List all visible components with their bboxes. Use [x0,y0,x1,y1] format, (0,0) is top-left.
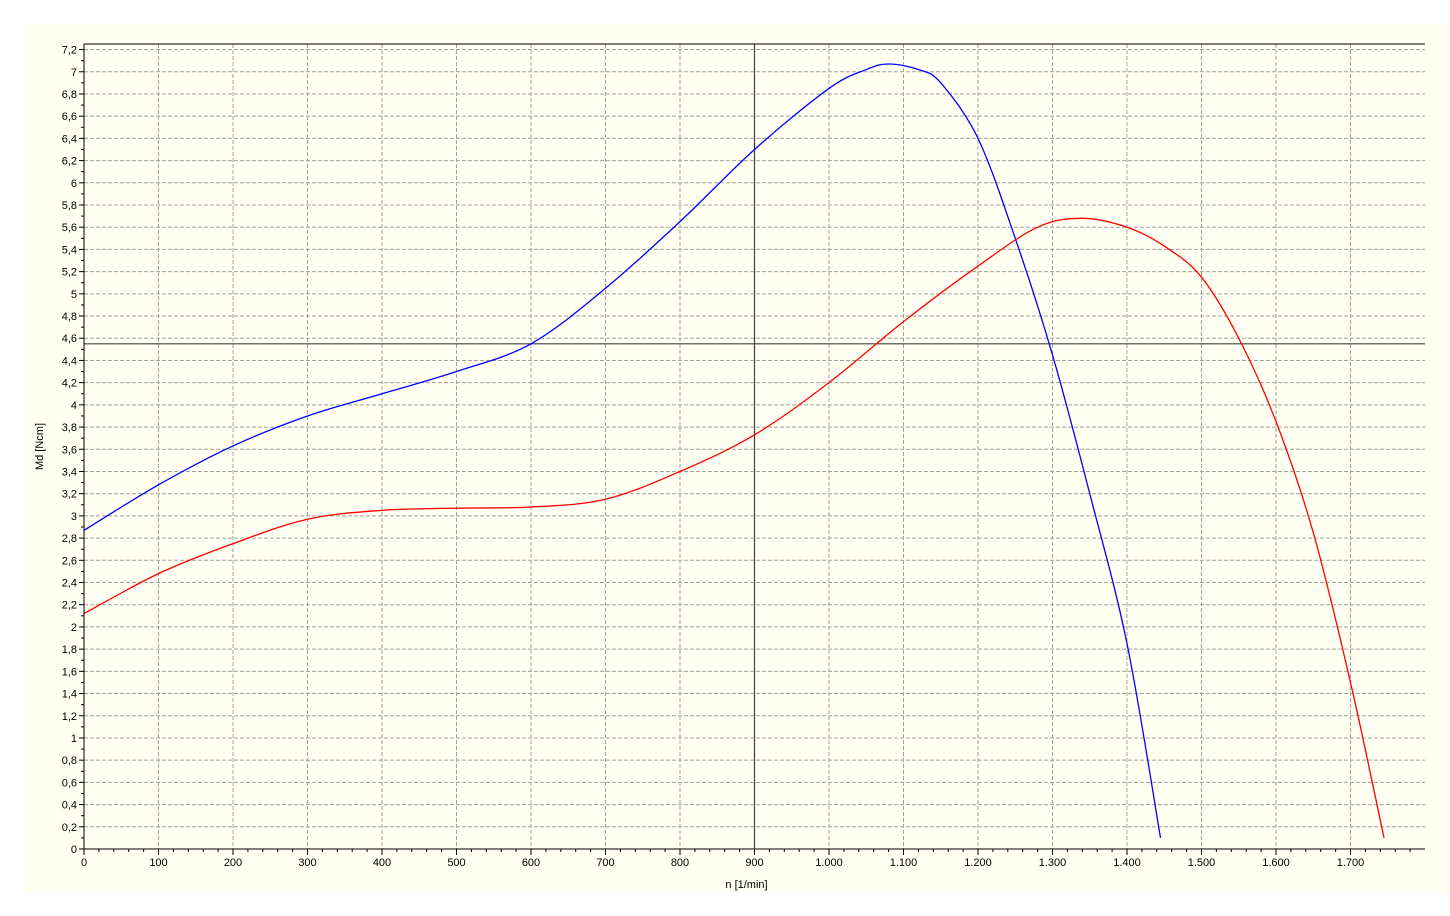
y-tick-label: 6,8 [62,89,77,101]
y-tick-label: 6,4 [62,133,77,145]
tick-labels: 0 100 200 300 400 500 600 700 800 900 1.000 1.100 1.… [62,45,1365,869]
y-tick-label: 2,4 [62,578,77,590]
y-tick-label: 4,8 [62,311,77,323]
y-tick-label: 1,2 [62,711,77,723]
y-tick-label: 3,8 [62,422,77,434]
y-tick-label: 0,8 [62,755,77,767]
x-tick-label: 600 [522,857,540,869]
y-tick-label: 3,4 [62,466,77,478]
x-tick-label: 1.300 [1039,857,1067,869]
y-tick-label: 6 [71,178,77,190]
y-tick-label: 6,2 [62,156,77,168]
x-tick-label: 100 [149,857,167,869]
y-tick-label: 5,4 [62,244,77,256]
y-tick-label: 1,8 [62,644,77,656]
y-tick-label: 7,2 [62,45,77,57]
y-tick-label: 4,6 [62,333,77,345]
x-tick-label: 1.400 [1113,857,1141,869]
y-tick-label: 1 [71,733,77,745]
series-line-1 [83,63,1162,839]
y-tick-label: 5,8 [62,200,77,212]
y-tick-label: 2 [71,622,77,634]
axes [79,43,1425,855]
y-tick-label: 0,4 [62,800,77,812]
y-tick-label: 6,6 [62,111,77,123]
x-tick-label: 1.200 [964,857,992,869]
y-tick-label: 2,6 [62,555,77,567]
x-tick-label: 500 [447,857,465,869]
x-tick-label: 300 [298,857,316,869]
y-tick-label: 0,6 [62,777,77,789]
x-tick-label: 1.600 [1262,857,1290,869]
x-axis-title: n [1/min] [725,879,767,891]
y-tick-label: 1,4 [62,689,77,701]
x-tick-label: 1.700 [1337,857,1365,869]
crosshair [84,44,1425,849]
y-tick-label: 3,6 [62,444,77,456]
y-tick-label: 3,2 [62,489,77,501]
plot-area-background [24,24,1450,892]
y-tick-label: 5 [71,289,77,301]
y-tick-label: 5,6 [62,222,77,234]
series-line-2 [83,217,1385,839]
y-tick-label: 3 [71,511,77,523]
x-tick-label: 200 [224,857,242,869]
y-tick-label: 0,2 [62,822,77,834]
y-tick-label: 4,2 [62,378,77,390]
y-tick-label: 0 [71,844,77,856]
y-tick-label: 2,2 [62,600,77,612]
y-tick-label: 4 [71,400,77,412]
x-tick-label: 400 [373,857,391,869]
x-tick-label: 1.000 [815,857,843,869]
x-tick-label: 0 [81,857,87,869]
y-tick-label: 2,8 [62,533,77,545]
y-tick-label: 1,6 [62,666,77,678]
x-tick-label: 900 [745,857,763,869]
grid-lines [84,44,1425,849]
y-tick-label: 7 [71,67,77,79]
y-tick-label: 4,4 [62,355,77,367]
series-lines [83,63,1385,839]
x-tick-label: 800 [671,857,689,869]
y-tick-label: 5,2 [62,267,77,279]
x-tick-label: 1.100 [890,857,918,869]
y-axis-title: Md [Ncm] [34,423,46,470]
x-tick-label: 1.500 [1188,857,1216,869]
x-tick-label: 700 [596,857,614,869]
